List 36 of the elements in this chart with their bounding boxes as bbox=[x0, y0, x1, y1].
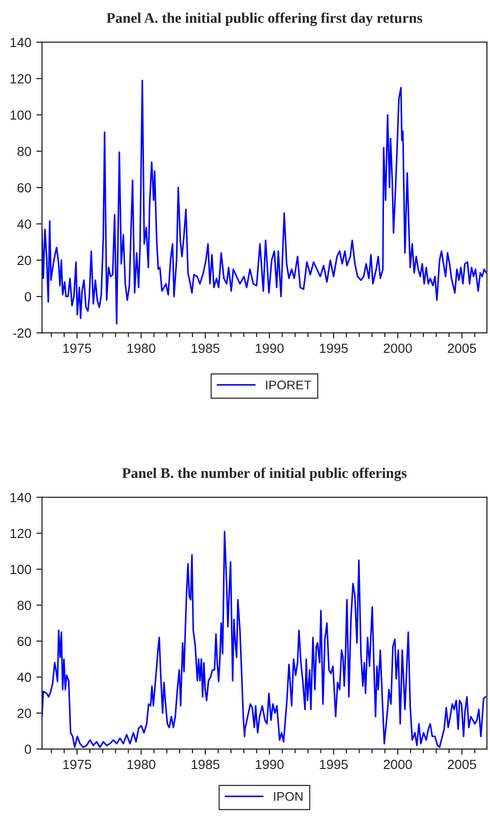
x-tick-label: 1980 bbox=[127, 760, 156, 770]
legend-label: IPORET bbox=[266, 380, 312, 390]
legend-label: IPON bbox=[274, 792, 302, 801]
x-tick-label: 1995 bbox=[320, 344, 348, 353]
x-tick-label: 2005 bbox=[448, 760, 476, 770]
x-tick-label: 1985 bbox=[192, 760, 220, 770]
x-tick-label: 1980 bbox=[127, 344, 156, 353]
x-tick-label: 1975 bbox=[63, 760, 92, 770]
x-tick-label: 1990 bbox=[256, 344, 284, 353]
x-tick-label: 1975 bbox=[63, 344, 92, 353]
x-tick-label: 1985 bbox=[192, 344, 220, 353]
x-tick-label: 1990 bbox=[256, 760, 284, 770]
y-tick-label: 0 bbox=[24, 292, 32, 302]
y-tick-label: 120 bbox=[10, 528, 32, 538]
y-tick-label: 60 bbox=[18, 183, 32, 192]
y-tick-label: -20 bbox=[13, 328, 32, 338]
x-tick-label: 1995 bbox=[320, 760, 348, 770]
y-tick-label: 100 bbox=[10, 564, 32, 574]
chart-title: Panel B. the number of initial public offerings bbox=[122, 468, 407, 482]
y-tick-label: 0 bbox=[24, 744, 32, 754]
line-series bbox=[42, 80, 487, 325]
chart-title: Panel A. the initial public offering first day returns bbox=[106, 12, 422, 26]
y-tick-label: 40 bbox=[17, 219, 32, 229]
y-tick-label: 80 bbox=[17, 600, 32, 610]
y-tick-label: 140 bbox=[10, 492, 32, 502]
y-tick-label: 80 bbox=[17, 146, 32, 156]
y-tick-label: 20 bbox=[18, 256, 32, 266]
y-tick-label: 20 bbox=[18, 708, 32, 718]
x-tick-label: 2005 bbox=[448, 344, 476, 353]
y-tick-label: 140 bbox=[10, 38, 32, 48]
y-tick-label: 100 bbox=[10, 110, 32, 120]
y-tick-label: 60 bbox=[18, 636, 32, 646]
x-tick-label: 2000 bbox=[384, 344, 412, 353]
y-tick-label: 40 bbox=[17, 672, 32, 682]
x-tick-label: 2000 bbox=[384, 760, 412, 770]
y-tick-label: 120 bbox=[10, 74, 32, 84]
